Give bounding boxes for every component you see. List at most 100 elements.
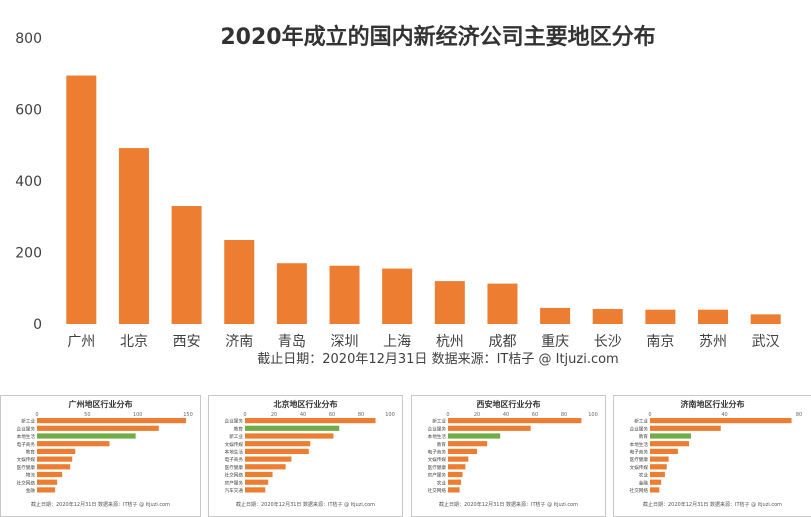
panel-category-社交网络: 社交网络 xyxy=(630,487,649,494)
xian-industry-panel: 西安地区行业分布 0 20 40 60 80 100 新工业 企业服务 本地生活 教育 电子商务 文娱传… xyxy=(411,395,606,517)
panel-x-tick-3: 60 xyxy=(532,412,538,418)
panel-bar-本地生活 xyxy=(245,448,309,454)
x-tick-label-济南: 济南 xyxy=(225,334,253,350)
panel-bar-农业 xyxy=(448,479,462,485)
panel-title: 北京地区行业分布 xyxy=(274,399,338,409)
x-tick-label-重庆: 重庆 xyxy=(541,334,569,350)
panel-category-新工业: 新工业 xyxy=(634,418,648,425)
panel-category-电子商务: 电子商务 xyxy=(630,449,649,456)
panel-bar-教育 xyxy=(448,441,488,447)
y-tick-label-4: 800 xyxy=(15,31,42,47)
panel-category-文娱传媒: 文娱传媒 xyxy=(225,441,244,448)
panel-x-tick-5: 100 xyxy=(588,412,598,418)
guangzhou-industry-panel: 广州地区行业分布 0 50 100 150 新工业 企业服务 本地生活 电子商务 教育 文娱传媒 医疗… xyxy=(0,395,201,517)
panel-category-农业: 农业 xyxy=(639,472,649,479)
panel-category-物流: 物流 xyxy=(26,472,36,479)
x-tick-label-成都: 成都 xyxy=(488,334,516,350)
panel-bar-企业服务 xyxy=(245,418,376,424)
panel-category-新工业: 新工业 xyxy=(229,433,243,440)
chart-footnote: 截止日期：2020年12月31日 数据来源：IT桔子 @ Itjuzi.com xyxy=(257,352,618,367)
panel-bar-汽车交通 xyxy=(245,487,266,493)
panel-bar-教育 xyxy=(650,433,691,439)
panel-x-tick-2: 80 xyxy=(796,412,802,418)
panel-bar-教育 xyxy=(37,448,76,454)
y-tick-label-3: 600 xyxy=(15,103,42,119)
panel-bar-金融 xyxy=(650,479,662,485)
bar-杭州 xyxy=(434,281,465,324)
panel-x-tick-1: 40 xyxy=(721,412,727,418)
bar-成都 xyxy=(487,283,518,324)
panel-bar-文娱传媒 xyxy=(37,456,73,462)
panel-bar-房产服务 xyxy=(448,471,463,478)
panel-bar-电子商务 xyxy=(650,448,678,454)
panel-x-tick-5: 100 xyxy=(385,412,395,418)
main-bar-chart: 2020年成立的国内新经济公司主要地区分布 0 200 400 600 800 广州 北京 西安… xyxy=(15,24,781,367)
x-tick-label-长沙: 长沙 xyxy=(594,334,622,350)
panel-category-本地生活: 本地生活 xyxy=(225,449,244,456)
panel-bar-社交网络 xyxy=(650,487,660,493)
panel-bar-医疗健康 xyxy=(448,464,466,470)
panel-bar-电子商务 xyxy=(245,456,292,462)
bar-长沙 xyxy=(592,308,623,324)
panel-x-tick-2: 100 xyxy=(133,412,143,418)
panel-category-新工业: 新工业 xyxy=(21,418,35,425)
chart-title: 2020年成立的国内新经济公司主要地区分布 xyxy=(220,24,655,50)
panel-bar-本地生活 xyxy=(448,433,501,439)
panel-bar-房产服务 xyxy=(245,479,269,485)
x-tick-label-武汉: 武汉 xyxy=(752,334,780,350)
panel-x-tick-4: 80 xyxy=(358,412,364,418)
panel-x-tick-0: 0 xyxy=(243,412,246,418)
x-tick-label-杭州: 杭州 xyxy=(436,334,464,350)
panel-category-企业服务: 企业服务 xyxy=(630,425,649,432)
panel-footnote: 截止日期：2020年12月31日 数据来源：IT桔子 @ Itjuzi.com xyxy=(439,501,578,508)
x-tick-label-深圳: 深圳 xyxy=(331,334,359,350)
panel-category-教育: 教育 xyxy=(639,433,649,440)
panel-footnote: 截止日期：2020年12月31日 数据来源：IT桔子 @ Itjuzi.com xyxy=(31,501,170,508)
panel-x-tick-0: 0 xyxy=(648,412,651,418)
bar-北京 xyxy=(118,148,149,324)
panel-category-房产服务: 房产服务 xyxy=(428,472,447,479)
panel-footnote: 截止日期：2020年12月31日 数据来源：IT桔子 @ Itjuzi.com xyxy=(236,501,375,508)
panel-bar-社交网络 xyxy=(448,487,460,493)
panel-category-本地生活: 本地生活 xyxy=(428,433,447,440)
panel-bar-农业 xyxy=(650,471,665,478)
panel-category-社交网络: 社交网络 xyxy=(428,487,447,494)
panel-bar-新工业 xyxy=(245,433,334,439)
x-tick-label-广州: 广州 xyxy=(67,334,95,350)
panel-category-医疗健康: 医疗健康 xyxy=(630,456,649,463)
panel-x-tick-1: 20 xyxy=(271,412,277,418)
panel-bar-金融 xyxy=(37,487,56,493)
bar-西安 xyxy=(171,206,202,324)
panel-category-医疗健康: 医疗健康 xyxy=(428,464,447,471)
panel-bar-新工业 xyxy=(37,418,186,424)
panel-bar-物流 xyxy=(37,471,63,478)
x-tick-label-上海: 上海 xyxy=(383,334,411,350)
panel-category-金融: 金融 xyxy=(639,479,649,486)
panel-category-汽车交通: 汽车交通 xyxy=(225,487,244,494)
panel-bar-医疗健康 xyxy=(245,464,286,470)
bar-深圳 xyxy=(329,265,360,324)
panel-bar-新工业 xyxy=(448,418,582,424)
panel-bar-医疗健康 xyxy=(650,456,669,462)
x-tick-label-北京: 北京 xyxy=(120,334,148,350)
panel-bar-社交网络 xyxy=(245,471,273,478)
panel-category-企业服务: 企业服务 xyxy=(17,425,36,432)
panel-bar-医疗健康 xyxy=(37,464,71,470)
panel-bar-企业服务 xyxy=(650,425,721,431)
panel-category-电子商务: 电子商务 xyxy=(225,456,244,463)
panel-x-tick-3: 150 xyxy=(183,412,193,418)
y-tick-label-1: 200 xyxy=(15,246,42,262)
bar-武汉 xyxy=(750,314,781,324)
panel-category-电子商务: 电子商务 xyxy=(428,449,447,456)
jinan-industry-panel: 济南地区行业分布 0 40 80 新工业 企业服务 教育 本地生活 电子商务 医疗健康 文娱传媒 农业… xyxy=(613,395,811,517)
jinan-industry-chart: 济南地区行业分布 0 40 80 新工业企业服务教育本地生活电子商务医疗健康文娱传媒农业… xyxy=(630,399,803,508)
panel-x-tick-2: 40 xyxy=(300,412,306,418)
panel-category-文娱传媒: 文娱传媒 xyxy=(17,456,36,463)
panel-category-教育: 教育 xyxy=(234,425,244,432)
panel-x-tick-0: 0 xyxy=(446,412,449,418)
panel-bar-电子商务 xyxy=(37,441,110,447)
panel-category-金融: 金融 xyxy=(26,487,36,494)
bar-上海 xyxy=(382,268,413,324)
panel-category-医疗健康: 医疗健康 xyxy=(17,464,36,471)
panel-bar-社交网络 xyxy=(37,479,58,485)
